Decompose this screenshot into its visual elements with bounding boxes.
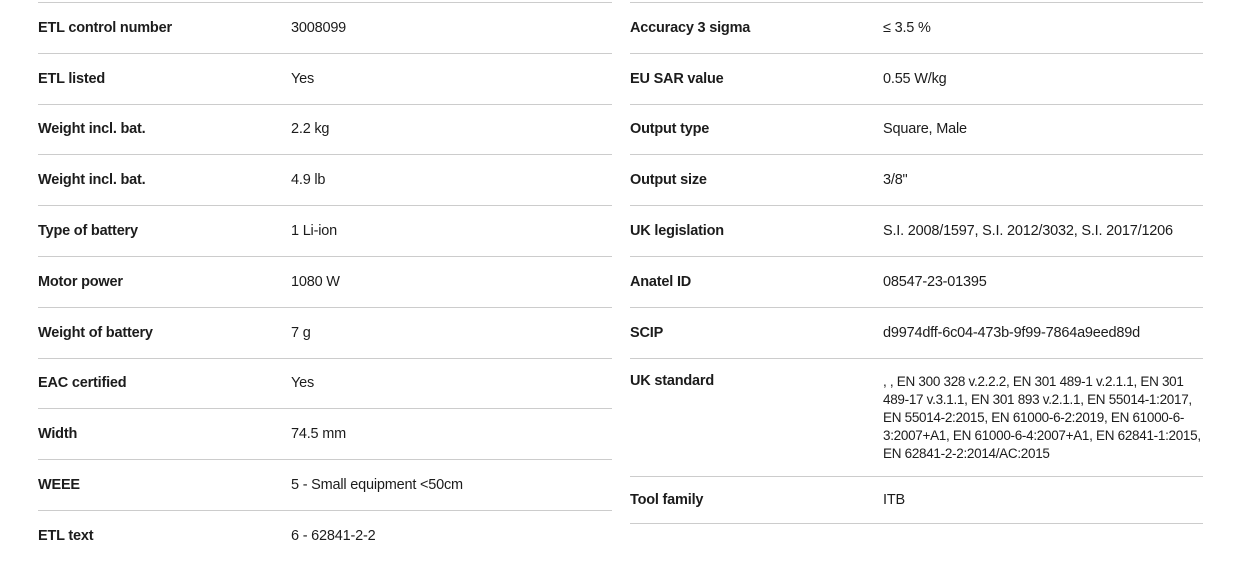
row-output-type: Output type Square, Male — [630, 103, 1203, 155]
spec-value: 1080 W — [291, 273, 340, 290]
row-etl-listed: ETL listed Yes — [38, 52, 612, 104]
spec-label: Weight incl. bat. — [38, 172, 146, 189]
row-type-of-battery: Type of battery 1 Li-ion — [38, 205, 612, 256]
spec-label: ETL listed — [38, 70, 106, 87]
spec-value: ≤ 3.5 % — [883, 19, 931, 36]
spec-label: ETL control number — [38, 19, 172, 36]
spec-label: EU SAR value — [630, 70, 724, 87]
spec-label: Output type — [630, 121, 710, 138]
spec-value: d9974dff-6c04-473b-9f99-7864a9eed89d — [883, 324, 1140, 341]
spec-label: Weight of battery — [38, 324, 153, 341]
spec-value: 7 g — [291, 324, 311, 341]
spec-label: UK legislation — [630, 223, 724, 240]
spec-value: 5 - Small equipment <50cm — [291, 477, 463, 494]
spec-label: Motor power — [38, 273, 123, 290]
row-uk-legislation: UK legislation S.I. 2008/1597, S.I. 2012… — [630, 205, 1203, 256]
spec-value: 0.55 W/kg — [883, 70, 947, 87]
spec-label: ETL text — [38, 527, 94, 544]
row-anatel-id: Anatel ID 08547-23-01395 — [630, 255, 1203, 307]
spec-value: 74.5 mm — [291, 426, 347, 443]
row-motor-power: Motor power 1080 W — [38, 255, 612, 307]
spec-label: SCIP — [630, 324, 664, 341]
row-eu-sar-value: EU SAR value 0.55 W/kg — [630, 52, 1203, 104]
spec-value: Yes — [291, 375, 315, 392]
row-output-size: Output size 3/8" — [630, 154, 1203, 205]
row-etl-text: ETL text 6 - 62841-2-2 — [38, 509, 612, 561]
spec-label: Width — [38, 426, 78, 443]
row-eac-certified: EAC certified Yes — [38, 357, 612, 409]
row-scip: SCIP d9974dff-6c04-473b-9f99-7864a9eed89… — [630, 306, 1203, 358]
spec-value: S.I. 2008/1597, S.I. 2012/3032, S.I. 201… — [883, 223, 1173, 240]
spec-label: Weight incl. bat. — [38, 121, 146, 138]
row-accuracy-3-sigma: Accuracy 3 sigma ≤ 3.5 % — [630, 2, 1203, 53]
spec-value: 6 - 62841-2-2 — [291, 527, 376, 544]
spec-table-right: Accuracy 3 sigma ≤ 3.5 % EU SAR value 0.… — [630, 2, 1203, 524]
spec-label: Output size — [630, 172, 707, 189]
spec-label: EAC certified — [38, 375, 127, 392]
spec-value: 3008099 — [291, 19, 347, 36]
spec-value: 08547-23-01395 — [883, 273, 987, 290]
spec-value: 3/8" — [883, 172, 908, 189]
spec-label: Tool family — [630, 491, 704, 508]
spec-label: Type of battery — [38, 223, 138, 240]
spec-label: WEEE — [38, 477, 80, 494]
row-weight-of-battery: Weight of battery 7 g — [38, 306, 612, 358]
row-weight-incl-bat-kg: Weight incl. bat. 2.2 kg — [38, 103, 612, 155]
spec-value: , , EN 300 328 v.2.2.2, EN 301 489-1 v.2… — [883, 373, 1201, 461]
spec-label: Accuracy 3 sigma — [630, 19, 751, 36]
spec-value: Yes — [291, 70, 315, 87]
row-weight-incl-bat-lb: Weight incl. bat. 4.9 lb — [38, 154, 612, 205]
spec-label: Anatel ID — [630, 273, 692, 290]
spec-value: 1 Li-ion — [291, 223, 337, 240]
row-uk-standard: UK standard , , EN 300 328 v.2.2.2, EN 3… — [630, 357, 1203, 476]
spec-label: UK standard — [630, 372, 715, 389]
spec-value: Square, Male — [883, 121, 967, 138]
spec-value: ITB — [883, 491, 905, 508]
spec-table-left: ETL control number 3008099 ETL listed Ye… — [38, 2, 612, 561]
spec-value: 2.2 kg — [291, 121, 330, 138]
row-width: Width 74.5 mm — [38, 408, 612, 459]
row-etl-control-number: ETL control number 3008099 — [38, 2, 612, 53]
spec-value: 4.9 lb — [291, 172, 326, 189]
row-tool-family: Tool family ITB — [630, 475, 1203, 524]
row-weee: WEEE 5 - Small equipment <50cm — [38, 459, 612, 510]
